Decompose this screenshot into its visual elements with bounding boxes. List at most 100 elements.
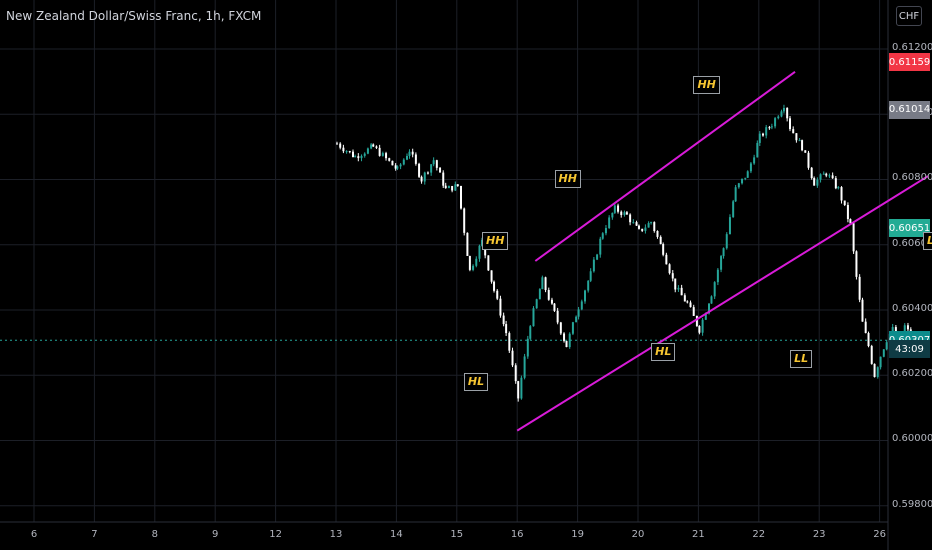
price-tag: 0.61159 xyxy=(889,53,930,72)
candle-body xyxy=(523,356,526,378)
candle-body xyxy=(656,230,659,237)
candle-body xyxy=(608,217,611,229)
candle-body xyxy=(411,151,414,155)
candle-body xyxy=(620,211,623,215)
candle-body xyxy=(385,153,388,159)
candle-body xyxy=(722,248,725,257)
candle-body xyxy=(535,299,538,309)
candle-body xyxy=(713,282,716,297)
candle-body xyxy=(662,244,665,255)
candle-body xyxy=(420,176,423,182)
time-tick-label: 9 xyxy=(212,529,219,540)
pattern-label-hh[interactable]: HH xyxy=(693,75,720,94)
candle-body xyxy=(447,185,450,189)
candle-body xyxy=(840,187,843,201)
candle-body xyxy=(408,151,411,156)
pattern-label-ll[interactable]: LL xyxy=(790,349,813,368)
candle-body xyxy=(641,228,644,231)
candle-body xyxy=(873,363,876,378)
channel-upper-line[interactable] xyxy=(534,70,796,262)
candle-body xyxy=(604,228,607,234)
candle-body xyxy=(867,333,870,347)
candle-body xyxy=(559,322,562,334)
candle-body xyxy=(388,158,391,161)
pattern-label-hh[interactable]: HH xyxy=(482,232,509,251)
candle-body xyxy=(568,333,571,348)
candle-body xyxy=(514,365,517,382)
candle-body xyxy=(807,152,810,168)
candle-body xyxy=(493,281,496,291)
candle-body xyxy=(478,245,481,259)
candle-body xyxy=(439,167,442,173)
candle-body xyxy=(906,325,909,330)
candle-body xyxy=(777,116,780,119)
pattern-label-hl[interactable]: HL xyxy=(463,372,489,391)
candle-body xyxy=(861,299,864,322)
candle-body xyxy=(394,165,397,169)
candle-body xyxy=(454,184,457,191)
channel-lower-line[interactable] xyxy=(516,175,929,432)
candle-body xyxy=(810,167,813,179)
time-tick-label: 6 xyxy=(30,529,38,540)
candle-body xyxy=(487,255,490,271)
candle-body xyxy=(704,313,707,320)
candle-body xyxy=(674,278,677,290)
candle-body xyxy=(695,315,698,326)
candle-body xyxy=(668,264,671,274)
candle-body xyxy=(451,185,454,191)
candle-body xyxy=(466,232,469,256)
candle-body xyxy=(762,133,764,136)
candle-body xyxy=(758,133,761,143)
candle-body xyxy=(701,319,704,333)
candle-body xyxy=(708,303,710,314)
candle-body xyxy=(765,127,768,136)
candle-body xyxy=(689,302,692,308)
candle-body xyxy=(683,295,686,302)
pattern-label-hl[interactable]: HL xyxy=(651,343,676,362)
candle-body xyxy=(786,107,789,119)
candle-body xyxy=(472,265,475,270)
candle-body xyxy=(746,171,749,178)
candle-body xyxy=(426,172,429,174)
price-tick-label: 0.60600 xyxy=(892,237,932,249)
candle-body xyxy=(834,178,837,189)
candle-body xyxy=(653,222,656,231)
candle-body xyxy=(345,151,348,153)
candle-body xyxy=(360,155,363,159)
candle-body xyxy=(547,290,550,300)
candle-body xyxy=(444,185,447,189)
candle-body xyxy=(659,236,662,245)
bar-countdown: 43:09 xyxy=(889,340,930,358)
candle-body xyxy=(480,239,483,246)
candle-body xyxy=(357,156,360,159)
candle-body xyxy=(804,150,807,153)
candle-body xyxy=(698,325,701,333)
candle-body xyxy=(396,166,399,169)
time-tick-label: 15 xyxy=(450,529,464,540)
candle-body xyxy=(725,234,728,249)
candle-body xyxy=(363,153,366,156)
price-tick-label: 0.60000 xyxy=(892,433,932,445)
candle-body xyxy=(891,327,894,335)
candle-body xyxy=(456,184,459,187)
candle-body xyxy=(460,186,462,209)
candle-body xyxy=(792,129,795,134)
pattern-label-lh[interactable]: LH xyxy=(922,232,932,251)
candle-body xyxy=(732,201,735,218)
candle-body xyxy=(517,381,520,399)
candle-body xyxy=(505,324,508,334)
time-tick-label: 14 xyxy=(390,529,403,540)
candle-body xyxy=(352,151,354,157)
candle-body xyxy=(665,254,668,265)
candle-body xyxy=(782,107,785,112)
currency-button[interactable]: CHF xyxy=(896,6,922,26)
trend-channel[interactable] xyxy=(516,70,929,432)
candle-body xyxy=(885,342,888,350)
time-tick-label: 19 xyxy=(571,529,584,540)
candle-body xyxy=(499,298,502,316)
candle-body xyxy=(753,157,756,164)
pattern-label-hh[interactable]: HH xyxy=(554,170,581,189)
candle-body xyxy=(756,142,759,158)
time-tick-label: 22 xyxy=(752,529,766,540)
